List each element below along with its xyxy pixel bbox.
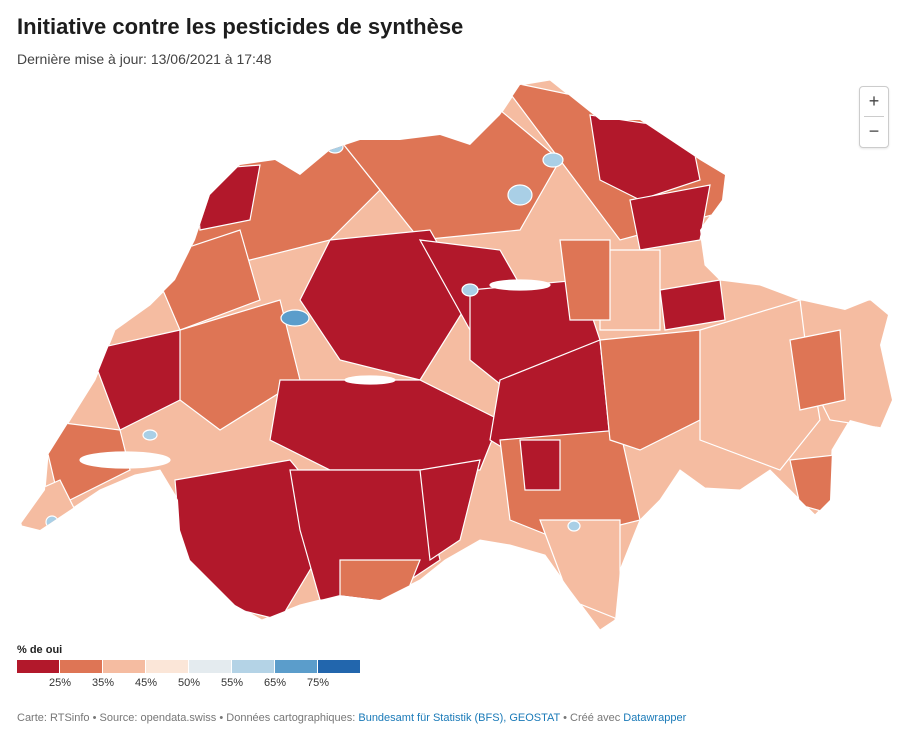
footer-prefix: Carte: RTSinfo • Source: opendata.swiss … — [17, 712, 359, 724]
legend-swatch — [60, 660, 102, 673]
region-valais-upper[interactable] — [339, 559, 421, 611]
chart-title: Initiative contre les pesticides de synt… — [17, 14, 464, 39]
lake-zurich — [507, 184, 533, 206]
lake-basel — [326, 140, 344, 154]
lake-thun — [344, 375, 396, 385]
region-mesolcina[interactable] — [789, 454, 836, 516]
lake-leman — [79, 451, 171, 469]
lake-small-geneva — [45, 515, 59, 529]
region-appenzell[interactable] — [629, 184, 711, 251]
footer-credits: Carte: RTSinfo • Source: opendata.swiss … — [17, 712, 686, 724]
legend-tick-label: 25% — [48, 677, 72, 689]
legend-tick-label: 45% — [134, 677, 158, 689]
lake-greifensee — [542, 152, 564, 168]
lake-lucerne — [489, 279, 551, 291]
region-ticino-leventina[interactable] — [519, 439, 561, 491]
zoom-divider — [864, 116, 884, 117]
legend-color-bar — [17, 660, 367, 673]
legend: % de oui 25% 35% 45% 50% 55% 65% 75% — [17, 644, 367, 691]
zoom-control: + − — [859, 86, 889, 148]
region-prattigau[interactable] — [659, 279, 726, 331]
legend-tick-label: 55% — [220, 677, 244, 689]
legend-swatch — [318, 660, 360, 673]
legend-swatch — [275, 660, 317, 673]
zoom-in-button[interactable]: + — [868, 91, 880, 111]
legend-tick-label: 35% — [91, 677, 115, 689]
footer-link-datawrapper[interactable]: Datawrapper — [623, 712, 687, 724]
legend-tick-label: 65% — [263, 677, 287, 689]
region-jura[interactable] — [194, 164, 261, 231]
switzerland-map[interactable] — [0, 60, 906, 640]
region-graubuenden-west[interactable] — [599, 329, 701, 451]
legend-swatch — [146, 660, 188, 673]
legend-tick-label: 50% — [177, 677, 201, 689]
legend-swatch — [232, 660, 274, 673]
lake-small-west — [142, 429, 158, 441]
lake-maggiore — [567, 520, 581, 532]
legend-swatch — [189, 660, 231, 673]
legend-swatch — [103, 660, 145, 673]
region-ticino-south[interactable] — [539, 519, 621, 621]
legend-swatch — [17, 660, 59, 673]
region-valais-east[interactable] — [419, 459, 481, 562]
footer-middle: • Créé avec — [560, 712, 624, 724]
region-engadin[interactable] — [789, 329, 846, 411]
region-fribourg[interactable] — [179, 299, 301, 431]
legend-title: % de oui — [17, 644, 63, 656]
zoom-out-button[interactable]: − — [868, 121, 880, 141]
chart-subtitle: Dernière mise à jour: 13/06/2021 à 17:48 — [17, 51, 272, 67]
region-bernese-oberland[interactable] — [269, 379, 501, 471]
lake-sempach — [461, 283, 479, 297]
region-schwyz[interactable] — [559, 239, 611, 321]
legend-tick-label: 75% — [306, 677, 330, 689]
legend-ticks: 25% 35% 45% 50% 55% 65% 75% — [17, 675, 367, 691]
footer-link-bfs[interactable]: Bundesamt für Statistik (BFS), GEOSTAT — [358, 712, 561, 724]
lake-neuchatel — [280, 309, 310, 327]
